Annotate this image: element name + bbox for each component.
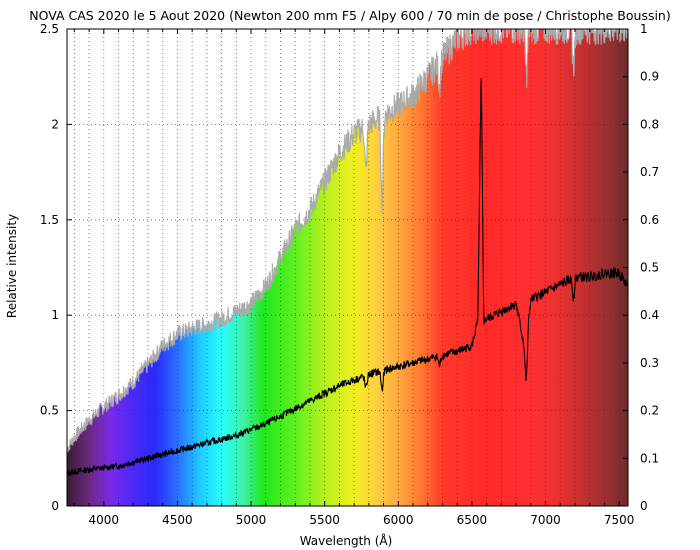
y-axis-left: 0 0.5 1 1.5 2 2.5 [40,22,72,513]
x-tick-label: 4500 [162,513,193,527]
grid [67,29,628,506]
series-line-black [67,78,628,478]
y-tick-label: 1 [51,308,59,322]
y2-tick-label: 0.5 [640,261,659,275]
y-tick-label: 0.5 [40,404,59,418]
y2-tick-label: 0.6 [640,213,659,227]
x-tick-label: 6500 [457,513,488,527]
y2-tick-label: 0.8 [640,117,659,131]
y2-tick-label: 0.9 [640,70,659,84]
x-tick-label: 7500 [604,513,635,527]
chart-title: NOVA CAS 2020 le 5 Aout 2020 (Newton 200… [29,8,671,23]
y2-tick-label: 0.1 [640,451,659,465]
y-tick-label: 2 [51,117,59,131]
y-axis-right: 0 0.1 0.2 0.3 0.4 0.5 0.6 0.7 0.8 0.9 1 [623,22,659,513]
x-tick-label: 5000 [236,513,267,527]
series-line-gray [67,29,628,453]
x-tick-label: 5500 [309,513,340,527]
y2-tick-label: 0.7 [640,165,659,179]
x-axis-label: Wavelength (Å) [300,533,393,548]
x-axis: 4000 4500 5000 5500 6000 6500 7000 7500 [73,29,635,527]
series-layer [67,29,628,478]
y2-tick-label: 0.3 [640,356,659,370]
y2-tick-label: 0.4 [640,308,659,322]
y-tick-label: 2.5 [40,22,59,36]
x-tick-label: 6000 [383,513,414,527]
plot-area [67,29,628,506]
x-tick-label: 7000 [530,513,561,527]
x-tick-label: 4000 [89,513,120,527]
y2-tick-label: 1 [640,22,648,36]
y-tick-label: 1.5 [40,213,59,227]
spectrum-color-fill [67,29,628,506]
y-tick-label: 0 [51,499,59,513]
y2-tick-label: 0.2 [640,404,659,418]
y-axis-label: Relative intensity [5,214,19,318]
y2-tick-label: 0 [640,499,648,513]
